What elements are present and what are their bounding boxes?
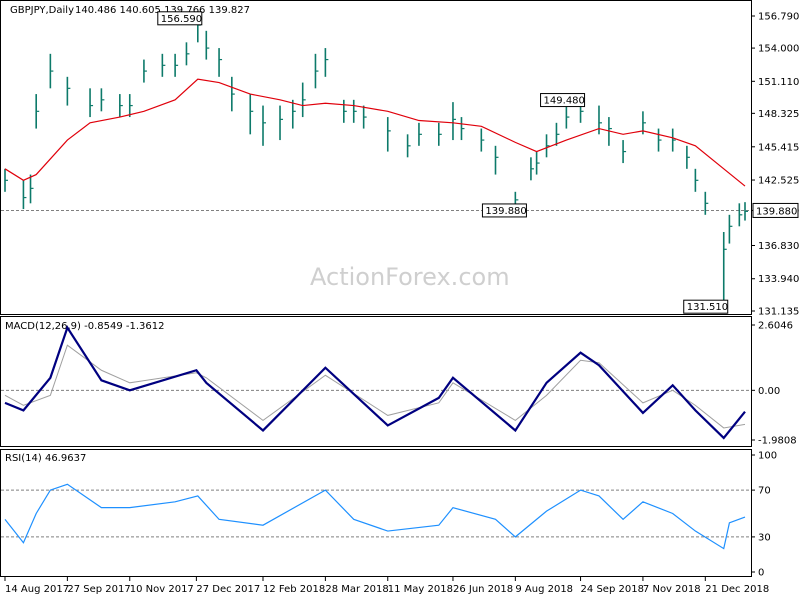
annotation-label: 139.880 [485,206,526,217]
annotation-label: 149.480 [544,96,585,107]
x-tick-label: 11 May 2018 [388,584,453,595]
price-tick-label: 148.325 [758,109,799,120]
macd-lines [4,325,746,440]
rsi-levels [1,489,751,538]
x-tick-label: 27 Sep 2017 [67,584,130,595]
rsi-tick-label: 0 [758,568,764,579]
current-price-badge [752,202,799,218]
x-tick-label: 10 Nov 2017 [130,584,194,595]
x-tick-label: 26 Jun 2018 [453,584,513,595]
price-tick-label: 154.000 [758,44,799,55]
x-tick-label: 27 Dec 2017 [196,584,260,595]
macd-main-line [4,325,746,440]
x-tick-label: 14 Aug 2017 [5,584,69,595]
moving-average [4,78,746,187]
annotation-box [540,93,586,108]
price-axis: 156.790 154.000 151.110 148.325 145.415 142.5… [751,12,799,318]
price-tick-label: 151.110 [758,77,799,88]
rsi-line [4,483,746,550]
rsi-tick-label: 100 [758,451,777,462]
symbol-label: GBPJPY,Daily [10,5,74,16]
rsi-label: RSI(14) 46.9637 [5,453,86,464]
price-tick-label: 133.940 [758,274,799,285]
rsi-tick-label: 70 [758,486,771,497]
current-price-label: 139.880 [756,206,797,217]
macd-panel-frame [0,316,752,447]
rsi-value-line [4,483,746,550]
x-tick-label: 9 Aug 2018 [515,584,573,595]
price-bars [4,18,748,307]
price-panel-frame [0,0,752,315]
annotation-box [683,299,729,314]
rsi-tick-label: 30 [758,532,771,543]
price-tick-label: 145.415 [758,142,799,153]
macd-tick-label: 0.00 [758,386,780,397]
x-tick-label: 24 Sep 2018 [581,584,644,595]
annotation-box [481,203,527,218]
macd-signal-line [4,344,746,429]
annotation-label: 156.590 [161,14,202,25]
watermark: ActionForex.com [310,263,510,291]
price-tick-label: 156.790 [758,12,799,23]
macd-tick-label: 2.6046 [758,321,793,332]
x-tick-label: 21 Dec 2018 [705,584,769,595]
macd-label: MACD(12,26,9) -0.8549 -1.3612 [5,321,165,332]
x-tick-label: 28 Mar 2018 [325,584,388,595]
price-tick-label: 131.135 [758,307,799,318]
macd-axis: 2.6046 0.00 -1.9808 [751,321,797,447]
annotation-label: 131.510 [687,302,728,313]
rsi-panel-frame [0,449,752,577]
price-tick-label: 136.830 [758,241,799,252]
x-tick-label: 7 Nov 2018 [643,584,701,595]
price-annotations: 156.590 149.480 139.880 131.510 [157,11,729,314]
ohlc-readout: 140.486 140.605 139.766 139.827 [75,5,250,16]
annotation-box [157,11,203,26]
price-tick-label: 142.525 [758,176,799,187]
ma-line [4,78,746,187]
macd-tick-label: -1.9808 [758,436,797,447]
rsi-axis: 100 70 30 0 [751,451,777,579]
x-tick-label: 12 Feb 2018 [263,584,325,595]
